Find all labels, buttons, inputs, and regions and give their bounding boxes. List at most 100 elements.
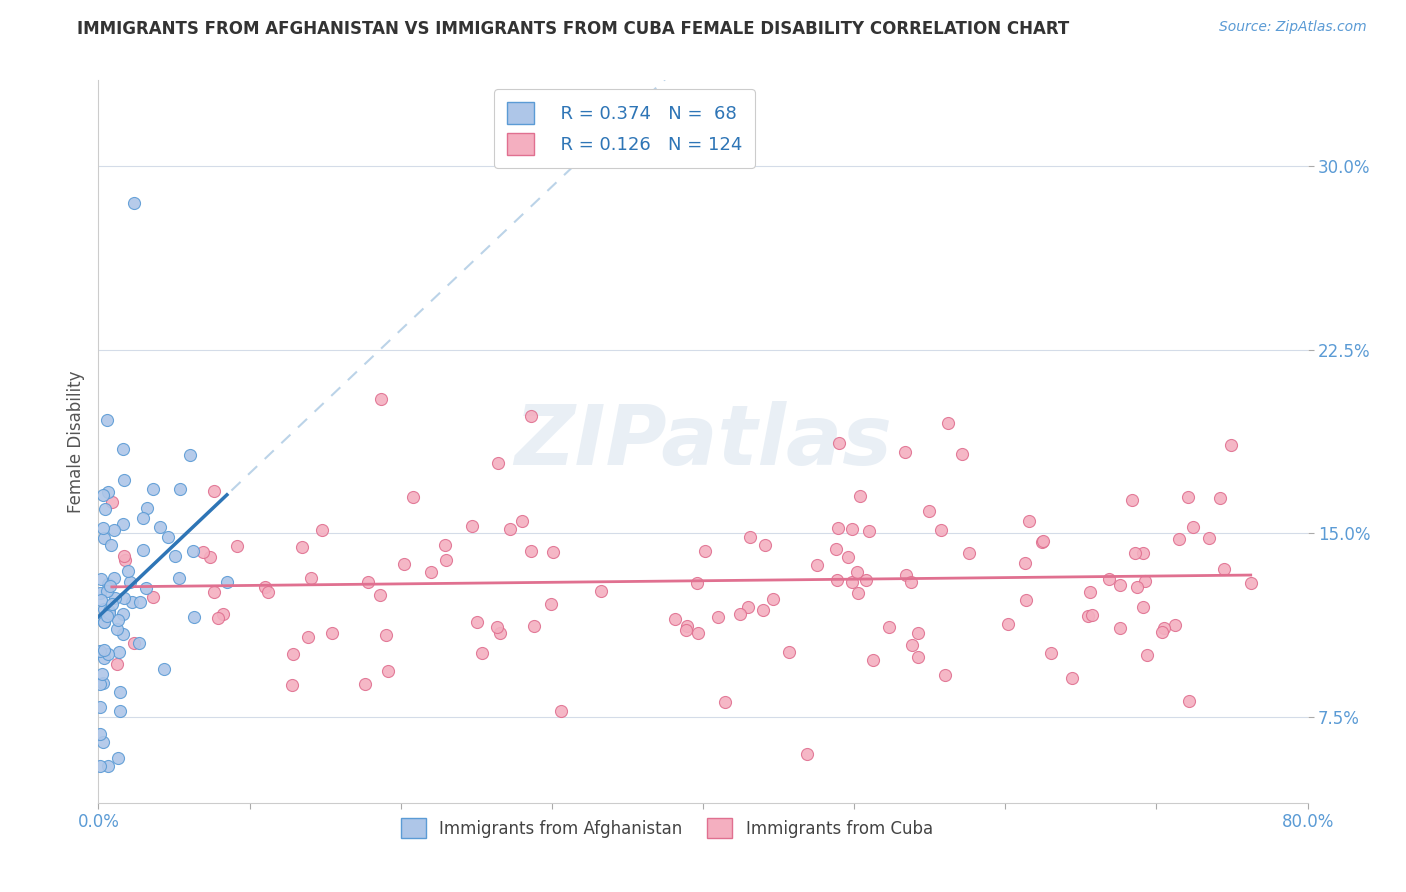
Point [93,650,115,665]
Point [169,571,191,585]
Point [101,597,124,611]
Point [879,620,901,634]
Point [900,574,922,589]
Point [321,625,343,640]
Point [1018,514,1040,528]
Point [226,540,249,554]
Point [1081,607,1104,622]
Point [523,619,546,633]
Point [907,650,929,665]
Point [96,413,118,427]
Point [128,636,150,650]
Point [1133,574,1156,589]
Point [1240,576,1263,591]
Point [550,704,572,718]
Point [510,514,533,528]
Point [91,734,114,748]
Point [837,550,859,565]
Point [354,676,377,690]
Point [737,600,759,615]
Point [281,647,304,661]
Point [591,584,613,599]
Point [688,625,710,640]
Point [117,564,139,578]
Point [918,504,941,518]
Point [1182,519,1205,533]
Point [664,612,686,626]
Point [89,677,111,691]
Point [374,628,396,642]
Point [215,575,238,590]
Point [827,436,849,450]
Point [93,602,115,616]
Point [149,520,172,534]
Point [212,607,235,622]
Point [89,759,111,773]
Point [97,759,120,773]
Point [281,678,304,692]
Point [193,545,215,559]
Point [91,488,114,502]
Point [111,607,134,622]
Point [207,611,229,625]
Point [752,603,775,617]
Point [676,619,699,633]
Point [253,580,276,594]
Point [486,456,509,470]
Point [122,636,145,650]
Point [368,588,391,602]
Point [825,573,848,587]
Point [485,620,508,634]
Point [107,613,129,627]
Point [107,645,129,659]
Point [169,483,191,497]
Point [1121,493,1143,508]
Point [392,557,415,571]
Point [1078,585,1101,599]
Point [1136,648,1159,662]
Point [91,676,114,690]
Point [936,416,959,430]
Point [108,704,131,718]
Point [1177,490,1199,504]
Point [118,575,141,590]
Point [1164,618,1187,632]
Point [156,530,179,544]
Point [695,544,717,558]
Point [855,573,877,587]
Point [827,521,849,535]
Point [707,609,730,624]
Point [90,592,112,607]
Point [299,571,322,585]
Point [1015,593,1038,607]
Point [121,595,143,609]
Point [142,482,165,496]
Point [520,409,543,423]
Point [202,585,225,599]
Point [202,484,225,499]
Point [1014,556,1036,570]
Point [841,522,863,536]
Point [97,604,120,618]
Point [907,626,929,640]
Point [103,523,125,537]
Point [858,524,880,538]
Point [540,597,562,611]
Point [934,668,956,682]
Point [489,626,512,640]
Point [1060,671,1083,685]
Point [419,566,441,580]
Point [1178,693,1201,707]
Point [108,685,131,699]
Point [1123,545,1146,559]
Point [135,581,157,595]
Point [131,510,153,524]
Point [297,630,319,644]
Point [122,195,145,210]
Point [1132,546,1154,560]
Point [997,617,1019,632]
Point [894,568,917,582]
Point [97,576,120,591]
Point [841,574,863,589]
Point [1109,578,1132,592]
